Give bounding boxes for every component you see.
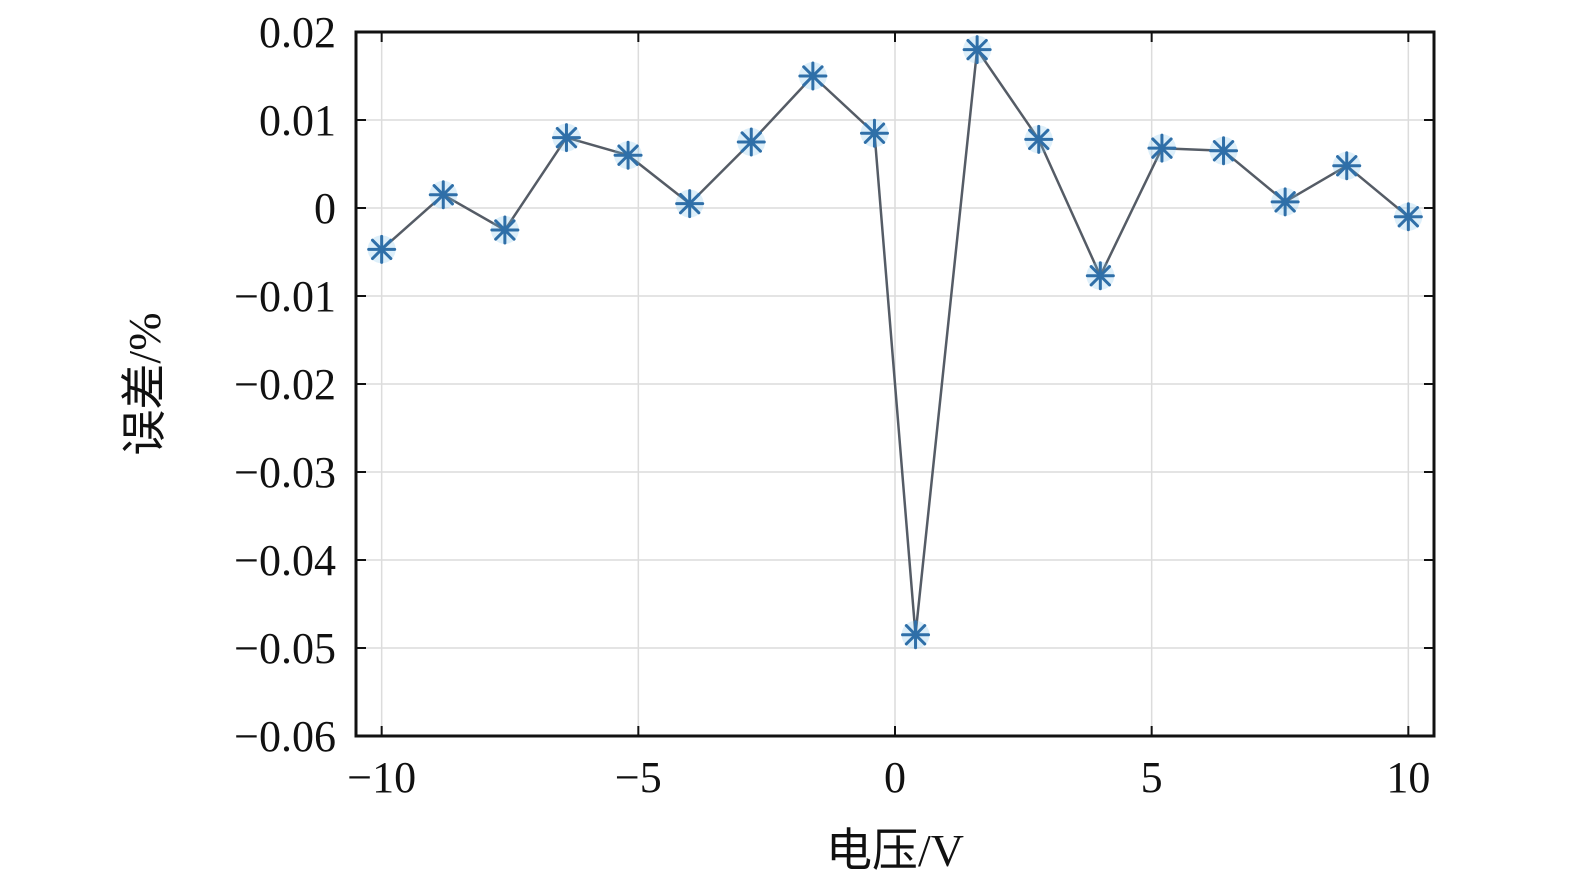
y-tick-label: 0 bbox=[314, 184, 336, 233]
data-point bbox=[490, 215, 520, 245]
data-point bbox=[613, 140, 643, 170]
data-point bbox=[1085, 261, 1115, 291]
y-tick-label: −0.06 bbox=[234, 712, 336, 761]
data-point-stroke bbox=[966, 38, 988, 61]
data-point bbox=[962, 35, 992, 65]
data-point-stroke bbox=[740, 131, 762, 153]
data-point-stroke bbox=[1028, 128, 1050, 151]
y-tick-label: −0.05 bbox=[234, 624, 336, 673]
data-point-stroke bbox=[370, 238, 393, 261]
data-point-stroke bbox=[678, 192, 701, 215]
x-axis-title: 电压/V bbox=[826, 825, 964, 876]
data-point-stroke bbox=[1151, 137, 1173, 159]
data-point-stroke bbox=[863, 122, 886, 144]
data-point bbox=[1393, 202, 1423, 232]
data-point-stroke bbox=[432, 184, 454, 206]
x-tick-label: 0 bbox=[884, 753, 906, 802]
data-point-stroke bbox=[904, 624, 927, 646]
data-point bbox=[367, 234, 397, 264]
data-point bbox=[428, 180, 458, 210]
data-point-stroke bbox=[1274, 191, 1296, 213]
data-point bbox=[1332, 151, 1362, 181]
data-point bbox=[1209, 136, 1239, 166]
data-point bbox=[1024, 124, 1054, 154]
tick-labels: −10 −5 0 5 10 0.02 0.01 0 −0.01 −0.02 −0.03 −0.04 −0… bbox=[234, 8, 1430, 802]
data-point-stroke bbox=[494, 219, 516, 241]
axis-ticks bbox=[356, 31, 1434, 737]
y-axis-title: 误差/% bbox=[119, 312, 170, 455]
y-tick-label: 0.01 bbox=[259, 96, 336, 145]
data-point-stroke bbox=[1397, 206, 1420, 228]
data-point-stroke bbox=[1336, 155, 1358, 177]
y-tick-label: −0.01 bbox=[234, 272, 336, 321]
data-point-stroke bbox=[555, 126, 578, 149]
data-point-stroke bbox=[802, 65, 824, 87]
x-tick-label: −10 bbox=[347, 753, 416, 802]
y-tick-label: −0.04 bbox=[234, 536, 336, 585]
data-point-stroke bbox=[1089, 265, 1112, 287]
data-point-stroke bbox=[1212, 140, 1235, 162]
x-tick-label: 10 bbox=[1386, 753, 1430, 802]
x-tick-label: 5 bbox=[1141, 753, 1163, 802]
data-point-stroke bbox=[617, 144, 639, 166]
data-point bbox=[675, 189, 705, 219]
data-point bbox=[736, 127, 766, 157]
data-point bbox=[798, 61, 828, 91]
y-tick-label: 0.02 bbox=[259, 8, 336, 57]
y-tick-label: −0.02 bbox=[234, 360, 336, 409]
data-point bbox=[901, 620, 931, 650]
data-point bbox=[1147, 133, 1177, 163]
data-point bbox=[859, 118, 889, 148]
data-point bbox=[1270, 187, 1300, 217]
x-tick-label: −5 bbox=[615, 753, 662, 802]
y-tick-label: −0.03 bbox=[234, 448, 336, 497]
data-point-group bbox=[367, 35, 1423, 650]
data-point bbox=[551, 123, 581, 153]
